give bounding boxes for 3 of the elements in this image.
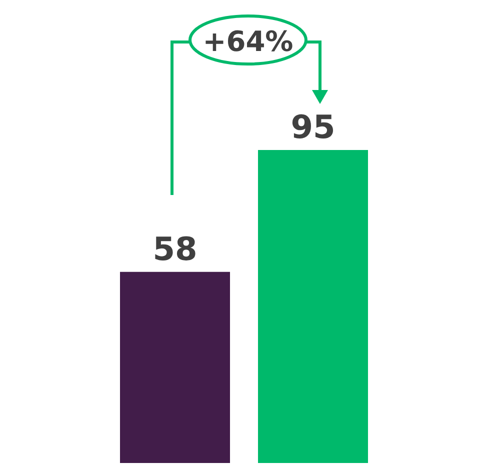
data-label: 58 (152, 230, 198, 268)
data-label: 95 (290, 108, 336, 146)
text: +64% (202, 25, 294, 58)
